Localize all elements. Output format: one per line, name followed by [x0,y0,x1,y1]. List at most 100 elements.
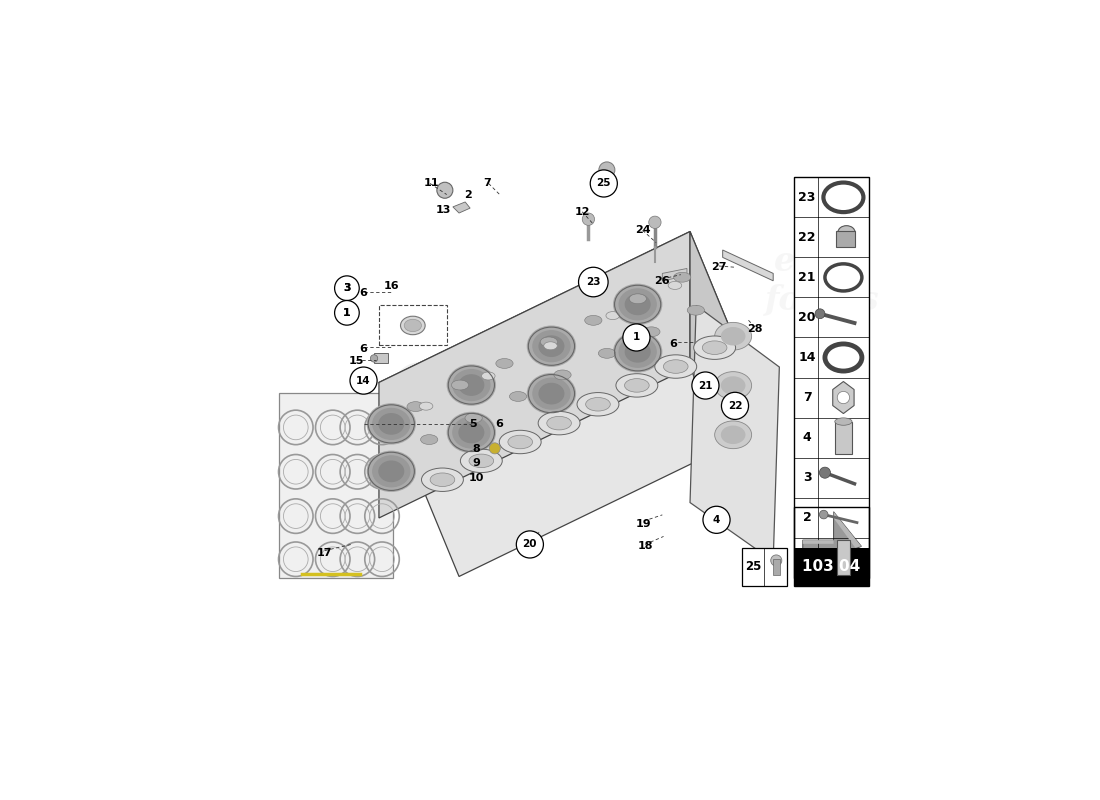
Ellipse shape [461,449,503,473]
Ellipse shape [642,327,660,337]
Bar [742,547,788,586]
Bar [374,354,387,363]
Circle shape [579,267,608,297]
Ellipse shape [509,391,527,402]
Circle shape [722,392,748,419]
Ellipse shape [625,342,650,362]
Ellipse shape [373,456,409,486]
Text: 20: 20 [799,311,816,324]
Ellipse shape [448,413,495,453]
Text: 25: 25 [745,560,761,573]
Ellipse shape [539,383,563,404]
Ellipse shape [625,294,650,314]
Bar [836,231,855,246]
Ellipse shape [663,360,689,374]
Polygon shape [690,231,770,561]
Ellipse shape [554,370,571,380]
Ellipse shape [720,426,746,444]
Text: 23: 23 [586,277,601,287]
Ellipse shape [448,365,495,405]
Ellipse shape [451,380,469,390]
Ellipse shape [625,378,649,392]
Ellipse shape [469,454,494,468]
Ellipse shape [543,342,558,350]
Ellipse shape [420,434,438,445]
Text: eurol: eurol [388,341,666,430]
Text: 6: 6 [495,418,503,429]
Ellipse shape [499,430,541,454]
Circle shape [490,443,500,454]
Text: 13: 13 [436,205,451,215]
Bar [793,548,869,586]
Text: 20: 20 [522,539,537,550]
Circle shape [837,391,849,404]
Text: 23: 23 [799,191,816,204]
Text: 6: 6 [360,343,367,354]
Text: 25: 25 [596,178,611,189]
Bar [837,541,849,575]
Circle shape [815,309,825,318]
Circle shape [649,216,661,229]
Text: 1: 1 [632,333,640,342]
Text: 103 04: 103 04 [802,559,860,574]
Ellipse shape [400,316,426,334]
Bar [772,559,780,575]
Text: eurol
forces: eurol forces [766,245,880,317]
Text: 3: 3 [343,283,351,293]
Ellipse shape [629,294,647,304]
Ellipse shape [835,418,852,426]
Ellipse shape [373,409,409,439]
Bar [793,507,869,586]
Text: 18: 18 [637,541,652,550]
Circle shape [598,162,615,178]
Ellipse shape [421,468,463,491]
Circle shape [516,531,543,558]
Text: 6: 6 [670,338,678,349]
Text: 1: 1 [803,551,812,564]
Text: 7: 7 [803,391,812,404]
Ellipse shape [694,336,736,359]
Text: 22: 22 [799,231,816,244]
Ellipse shape [407,402,425,411]
Text: 15: 15 [349,356,364,366]
Text: 3: 3 [803,471,812,484]
Text: 28: 28 [747,324,762,334]
Ellipse shape [838,226,855,239]
Text: 26: 26 [654,276,670,286]
Ellipse shape [367,451,416,491]
Polygon shape [833,382,854,414]
Ellipse shape [496,358,513,368]
Ellipse shape [430,473,454,486]
Text: 1: 1 [343,308,351,318]
Ellipse shape [527,326,575,366]
Text: 2: 2 [803,511,812,524]
Polygon shape [662,269,686,281]
Ellipse shape [465,413,482,423]
Text: 24: 24 [635,226,650,235]
Ellipse shape [720,327,746,346]
Ellipse shape [715,421,751,449]
Ellipse shape [419,402,432,410]
Ellipse shape [453,370,490,401]
Ellipse shape [616,374,658,397]
Circle shape [591,170,617,197]
Text: 1: 1 [343,308,351,318]
Ellipse shape [367,404,416,444]
Text: 4: 4 [713,515,721,525]
Text: 2: 2 [464,190,472,199]
Text: 5: 5 [469,419,476,430]
Circle shape [703,506,730,534]
Circle shape [820,510,828,519]
Bar [835,422,852,454]
Ellipse shape [715,372,751,399]
Ellipse shape [547,416,571,430]
Ellipse shape [688,306,704,315]
Text: 12: 12 [574,207,590,217]
Ellipse shape [598,349,616,358]
Text: 10: 10 [469,473,484,483]
Ellipse shape [619,336,656,367]
Ellipse shape [459,375,484,395]
Polygon shape [378,231,770,577]
Ellipse shape [538,411,580,435]
Ellipse shape [539,336,563,356]
